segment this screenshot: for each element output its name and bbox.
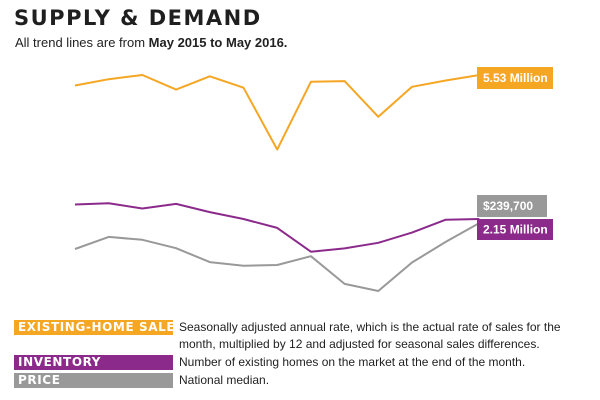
legend-item-inventory: INVENTORY Number of existing homes on th… [14, 355, 597, 371]
end-label-text-price: $239,700 [483, 199, 533, 213]
subtitle-prefix: All trend lines are from [15, 35, 149, 50]
legend-item-existing-home-sales: EXISTING-HOME SALES Seasonally adjusted … [14, 320, 597, 353]
series-line-price [74, 222, 480, 292]
legend-item-price: PRICE National median. [14, 373, 597, 389]
end-label-text-existing-home-sales: 5.53 Million [483, 71, 548, 85]
legend-desc-inventory: Number of existing homes on the market a… [179, 355, 526, 369]
legend-desc-price: National median. [179, 373, 270, 387]
end-label-box-price [477, 195, 547, 217]
chart-title: SUPPLY & DEMAND [14, 6, 262, 30]
legend-desc-existing-home-sales: Seasonally adjusted annual rate, which i… [179, 320, 561, 351]
end-label-box-inventory [477, 219, 553, 240]
end-label-inventory: 2.15 Million [477, 219, 553, 240]
legend-tag-existing-home-sales: EXISTING-HOME SALES [14, 320, 184, 335]
end-label-existing-home-sales: 5.53 Million [477, 67, 553, 89]
end-label-text-inventory: 2.15 Million [483, 223, 548, 237]
chart-subtitle: All trend lines are from May 2015 to May… [15, 35, 287, 50]
end-label-price: $239,700 [477, 195, 547, 217]
legend-tag-inventory: INVENTORY [14, 355, 173, 370]
series-line-inventory [74, 202, 480, 253]
legend-tag-price: PRICE [14, 373, 173, 388]
series-line-existing-home-sales [74, 74, 480, 151]
end-label-box-existing-home-sales [477, 67, 553, 89]
subtitle-date-range: May 2015 to May 2016. [148, 35, 288, 50]
